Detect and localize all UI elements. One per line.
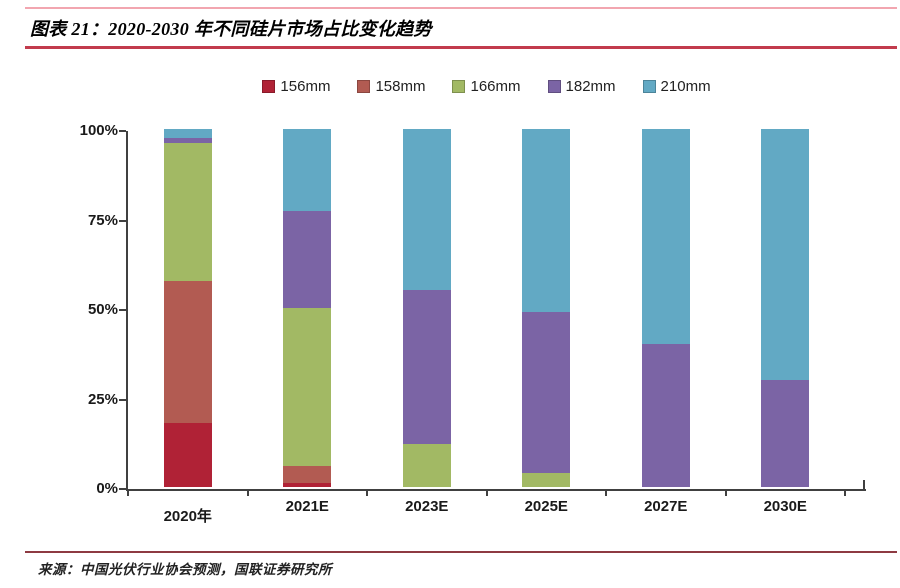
x-axis-label-2020年: 2020年 [163,508,212,525]
x-axis-tick [485,491,488,496]
y-axis-tick [119,130,126,132]
bar-segment-2025E-182mm [522,311,571,473]
x-axis-tick [844,491,846,496]
y-axis-tick [119,488,126,490]
bar-segment-2025E-166mm [522,472,571,487]
x-axis-line [126,489,866,491]
bar-segment-2020年-156mm [163,422,212,487]
x-axis-label-2021E: 2021E [285,498,329,515]
bar-segment-2027E-182mm [641,343,690,487]
x-axis-tick [724,491,727,496]
bar-segment-2030E-210mm [761,129,810,380]
x-axis-label-2027E: 2027E [644,498,688,515]
bar-segment-2021E-156mm [283,483,332,487]
stacked-bar-chart: 100% 75% 50% 25% 0% 2020年 2021E 2023E 2025E 2027E… [80,122,866,525]
legend-item-158mm: 158mm [357,78,425,95]
legend-item-210mm: 210mm [642,78,711,95]
legend-label-210mm: 210mm [660,78,711,95]
y-tick-label-0: 0% [96,480,118,497]
bar-segment-2021E-210mm [283,129,332,212]
legend-label-156mm: 156mm [280,78,331,95]
source-note: 来源：中国光伏行业协会预测，国联证券研究所 [38,562,332,577]
bar-segment-2021E-182mm [283,211,332,309]
top-divider [25,7,897,9]
y-axis-tick [119,398,126,401]
legend-swatch-210mm [642,80,656,93]
bar-2025E [522,129,571,487]
y-axis-tick [119,309,126,311]
bar-2027E [641,129,690,487]
bar-segment-2020年-158mm [163,281,212,423]
bar-segment-2027E-210mm [641,129,690,344]
legend: 156mm 158mm 166mm 182mm 210mm [128,78,845,95]
legend-swatch-158mm [357,80,371,93]
bottom-divider [25,551,897,553]
x-axis-tick [366,491,368,496]
x-axis-tick [605,491,607,496]
bar-segment-2023E-166mm [402,444,451,487]
y-tick-label-50: 50% [87,301,118,318]
bar-segment-2030E-182mm [761,379,810,487]
x-axis-tick [127,491,129,496]
y-tick-label-100: 100% [79,122,118,139]
bar-segment-2020年-166mm [163,143,212,282]
legend-swatch-182mm [547,80,561,93]
bar-segment-2021E-166mm [283,308,332,466]
legend-swatch-166mm [452,80,466,93]
y-axis-tick [119,219,126,222]
legend-label-158mm: 158mm [375,78,426,95]
legend-label-182mm: 182mm [565,78,616,95]
bar-segment-2021E-158mm [283,465,332,484]
x-axis-label-2030E: 2030E [763,498,807,515]
bar-2023E [402,129,451,487]
x-axis-tick [246,491,249,496]
y-axis-line [126,131,128,491]
x-axis-label-2023E: 2023E [405,498,449,515]
y-tick-label-25: 25% [87,390,118,408]
bar-segment-2020年-210mm [163,129,212,138]
legend-swatch-156mm [262,80,276,93]
legend-item-156mm: 156mm [262,78,330,95]
y-tick-label-75: 75% [87,211,118,229]
bar-segment-2023E-210mm [402,129,451,291]
legend-item-182mm: 182mm [547,78,616,95]
bar-2021E [283,129,332,487]
bar-2030E [761,129,810,487]
bar-segment-2025E-210mm [522,129,571,312]
x-axis-label-2025E: 2025E [524,498,568,515]
legend-item-166mm: 166mm [452,78,521,95]
bar-segment-2020年-182mm [163,137,212,144]
x-axis-end-tick [863,480,865,489]
chart-title: 图表 21：2020-2030 年不同硅片市场占比变化趋势 [30,19,432,39]
bar-segment-2023E-182mm [402,290,451,445]
title-divider [25,46,897,49]
legend-label-166mm: 166mm [470,78,521,95]
bar-2020年 [163,129,212,487]
